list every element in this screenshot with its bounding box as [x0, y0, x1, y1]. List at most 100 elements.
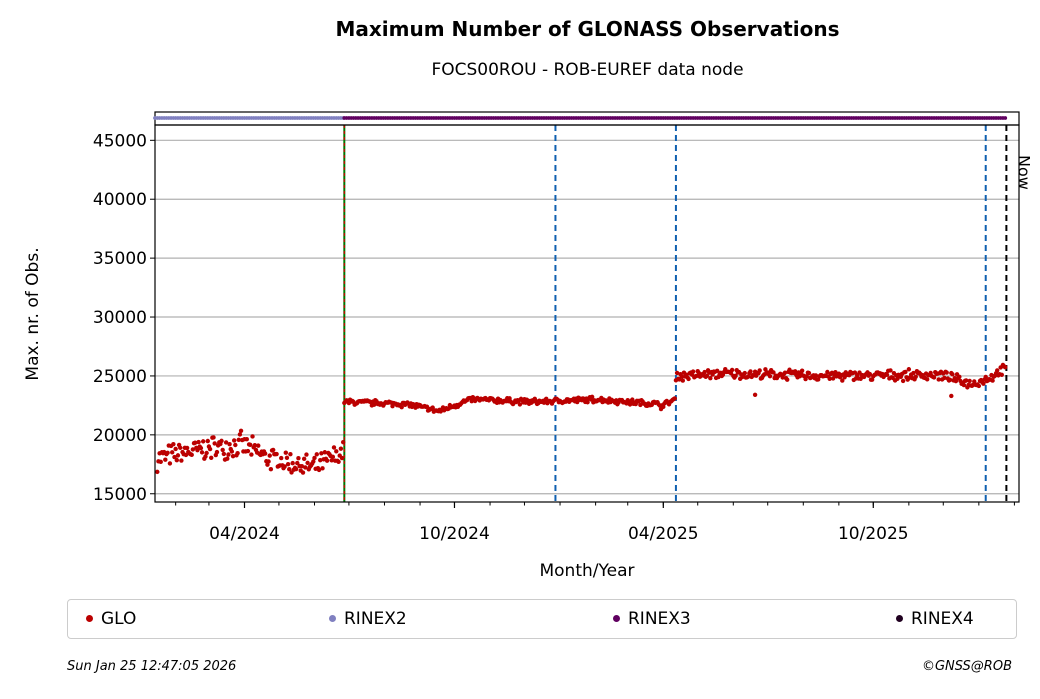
glo-point — [198, 445, 204, 451]
glo-point — [192, 440, 198, 445]
legend-label-rinex4: RINEX4 — [911, 609, 974, 629]
glo-point — [238, 428, 244, 433]
glo-point — [312, 455, 317, 461]
glo-point — [903, 369, 908, 375]
plot-frame — [154, 124, 1020, 503]
y-tick-label: 35000 — [93, 249, 147, 269]
glo-observations-points — [155, 362, 1008, 475]
legend-item-glo: GLO — [86, 600, 136, 638]
glo-point — [338, 446, 344, 451]
glo-point — [221, 451, 227, 457]
glo-point — [295, 460, 300, 466]
glo-point — [782, 370, 788, 375]
glo-point — [827, 376, 832, 382]
glo-point — [964, 378, 969, 383]
glo-point — [245, 448, 251, 454]
glo-point — [424, 404, 430, 409]
glo-point — [203, 454, 208, 459]
glo-point — [942, 375, 947, 381]
x-axis-label: Month/Year — [539, 561, 634, 581]
glo-point — [220, 447, 225, 453]
glo-point — [702, 369, 707, 375]
glo-point — [994, 368, 1000, 373]
glo-point — [189, 452, 194, 458]
glo-point — [319, 451, 324, 456]
glo-point — [175, 453, 181, 458]
glo-point — [199, 450, 205, 455]
y-tick-label: 25000 — [93, 367, 147, 387]
footer-copyright: ©GNSS@ROB — [921, 659, 1012, 674]
glo-point — [171, 441, 176, 447]
glo-point — [833, 369, 838, 375]
glo-point — [957, 374, 962, 380]
glo-point — [262, 451, 268, 456]
glo-point — [212, 441, 217, 446]
glo-point — [911, 370, 916, 376]
x-tick-label: 04/2024 — [209, 524, 280, 544]
glo-point — [925, 377, 930, 382]
now-label: Now — [1014, 155, 1033, 190]
legend-label-glo: GLO — [101, 609, 137, 629]
legend-item-rinex3: RINEX3 — [613, 600, 691, 638]
grid-lines — [155, 139, 1019, 495]
glo-point — [990, 378, 995, 383]
glo-point — [804, 374, 809, 379]
glo-point — [322, 450, 328, 455]
chart-subtitle: FOCS00ROU - ROB-EUREF data node — [431, 60, 744, 80]
glo-point — [830, 376, 836, 381]
glo-point — [825, 369, 830, 375]
glo-point — [249, 452, 254, 457]
legend-label-rinex2: RINEX2 — [344, 609, 407, 629]
glo-point — [1003, 365, 1008, 370]
glo-point — [961, 382, 967, 388]
glo-point — [305, 460, 310, 466]
glo-point — [282, 464, 287, 469]
glo-point — [230, 453, 236, 459]
x-tick-label: 10/2025 — [838, 524, 909, 544]
glo-point — [300, 470, 306, 475]
legend-item-rinex2: RINEX2 — [329, 600, 407, 638]
glo-point — [155, 469, 160, 475]
glo-point — [752, 392, 758, 397]
glo-point — [231, 438, 237, 443]
glo-point — [888, 368, 893, 373]
glo-point — [314, 452, 319, 457]
glo-point — [981, 381, 986, 386]
glo-point — [780, 375, 785, 380]
glo-point — [296, 455, 301, 461]
glo-point — [334, 449, 339, 454]
glo-point — [813, 373, 819, 378]
glo-point — [936, 377, 941, 382]
glo-point — [285, 462, 291, 467]
glo-point — [173, 446, 178, 452]
glo-point — [704, 373, 710, 378]
glo-point — [661, 404, 666, 410]
glo-point — [279, 455, 284, 461]
glo-point — [293, 466, 299, 472]
legend-item-rinex4: RINEX4 — [896, 600, 974, 638]
glo-point — [237, 432, 243, 437]
glo-point — [288, 452, 293, 457]
glo-point — [266, 459, 271, 464]
glo-point — [320, 466, 325, 471]
glo-point — [950, 372, 955, 377]
glo-point — [931, 375, 937, 380]
glo-point — [672, 396, 677, 401]
glo-point — [223, 440, 229, 445]
glo-point — [900, 378, 906, 384]
glo-point — [517, 402, 523, 407]
glo-point — [869, 377, 875, 382]
glo-point — [158, 459, 163, 465]
rinex-version-band — [153, 111, 1020, 126]
glo-point — [211, 435, 216, 440]
glo-point — [178, 445, 183, 450]
glo-point — [840, 378, 845, 383]
glo-point — [207, 446, 213, 452]
axes: 15000 20000 25000 30000 35000 40000 45000 04/20… — [93, 124, 1020, 544]
glo-point — [329, 458, 334, 463]
glo-point — [715, 368, 720, 374]
glo-point — [303, 465, 308, 470]
glo-point — [268, 466, 274, 472]
glo-point — [236, 437, 241, 443]
